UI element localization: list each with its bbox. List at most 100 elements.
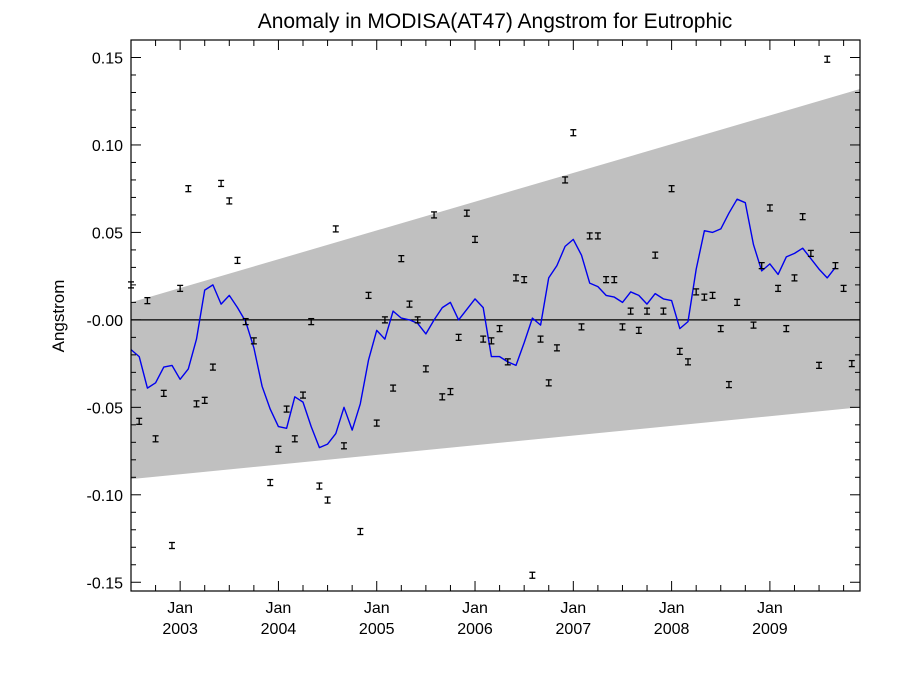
data-point (848, 359, 855, 368)
data-point (684, 358, 691, 366)
y-tick-label: -0.00 (87, 313, 124, 330)
data-point (422, 365, 429, 373)
x-tick-month-label: Jan (167, 600, 193, 617)
data-point (799, 213, 806, 221)
data-point (529, 571, 536, 579)
data-point (775, 284, 782, 293)
data-point (340, 442, 347, 450)
data-point (447, 387, 454, 396)
data-point (734, 298, 741, 307)
x-tick-year-label: 2008 (654, 621, 690, 638)
y-tick-label: 0.15 (92, 50, 123, 67)
data-point (250, 337, 257, 345)
uncertainty-band-layer (131, 89, 860, 480)
data-point (512, 274, 519, 282)
data-point (766, 204, 773, 212)
data-point (578, 323, 585, 331)
x-tick-year-label: 2007 (556, 621, 592, 638)
data-point (308, 317, 315, 326)
anomaly-points-layer (128, 55, 855, 579)
x-tick-year-label: 2003 (162, 621, 198, 638)
data-point (160, 389, 167, 397)
ticks-layer: 0.15 0.10 0.05 -0.00 -0.05 -0.10 -0.15 Jan 2003 J… (87, 40, 860, 638)
data-point (283, 405, 290, 413)
x-tick-year-label: 2006 (457, 621, 493, 638)
running-mean-line (130, 198, 836, 449)
y-tick-label: -0.15 (87, 575, 124, 592)
data-point (168, 541, 175, 550)
data-point (586, 232, 593, 240)
data-point (398, 255, 405, 263)
uncertainty-band (131, 89, 860, 480)
data-point (201, 396, 208, 404)
x-tick-year-label: 2009 (752, 621, 788, 638)
data-point (480, 335, 487, 343)
x-tick-year-label: 2004 (261, 621, 297, 638)
data-point (439, 393, 446, 401)
data-point (152, 435, 159, 443)
running-mean-layer (130, 198, 836, 449)
data-point (553, 344, 560, 352)
data-point (357, 527, 364, 536)
x-tick-month-label: Jan (659, 600, 685, 617)
data-point (275, 445, 282, 453)
data-point (750, 321, 757, 329)
data-point (594, 232, 601, 240)
data-point (193, 400, 200, 408)
data-point (332, 225, 339, 233)
data-point (644, 307, 651, 315)
data-point (234, 256, 241, 265)
data-point (242, 317, 249, 326)
data-point (791, 274, 798, 282)
data-point (545, 379, 552, 387)
data-point (603, 275, 610, 284)
data-point (832, 261, 839, 270)
data-point (390, 384, 397, 392)
data-point (144, 296, 151, 305)
data-point (381, 316, 388, 324)
data-point (488, 337, 495, 345)
y-tick-label: 0.10 (92, 138, 123, 155)
plot-frame (130, 39, 861, 592)
data-point (406, 300, 413, 308)
data-point (562, 176, 569, 184)
data-point (185, 185, 192, 193)
chart-title: Anomaly in MODISA(AT47) Angstrom for Eut… (258, 10, 733, 33)
data-point (725, 380, 732, 389)
data-point (373, 419, 380, 427)
data-point (840, 284, 847, 293)
data-point (267, 478, 274, 487)
axes-layer (130, 39, 861, 592)
data-point (324, 496, 331, 504)
data-point (570, 129, 577, 137)
data-point (652, 251, 659, 259)
data-point (455, 333, 462, 342)
data-point (496, 324, 503, 333)
data-point (816, 361, 823, 370)
x-tick-year-label: 2005 (359, 621, 395, 638)
data-point (627, 307, 634, 315)
data-point (300, 391, 307, 399)
data-point (668, 185, 675, 193)
y-tick-label: 0.05 (92, 225, 123, 242)
data-point (758, 261, 765, 270)
data-point (676, 347, 683, 356)
x-tick-month-label: Jan (757, 600, 783, 617)
data-point (693, 288, 700, 296)
data-point (521, 275, 528, 284)
x-tick-month-label: Jan (560, 600, 586, 617)
x-tick-month-label: Jan (364, 600, 390, 617)
data-point (717, 324, 724, 333)
y-tick-label: -0.10 (87, 488, 124, 505)
data-point (824, 55, 831, 63)
data-point (209, 363, 216, 371)
data-point (807, 249, 814, 258)
data-point (291, 435, 298, 443)
data-point (463, 209, 470, 217)
data-point (218, 179, 225, 188)
data-point (701, 293, 708, 301)
data-point (783, 324, 790, 333)
data-point (316, 482, 323, 490)
y-axis-label: Angstrom (49, 280, 68, 353)
